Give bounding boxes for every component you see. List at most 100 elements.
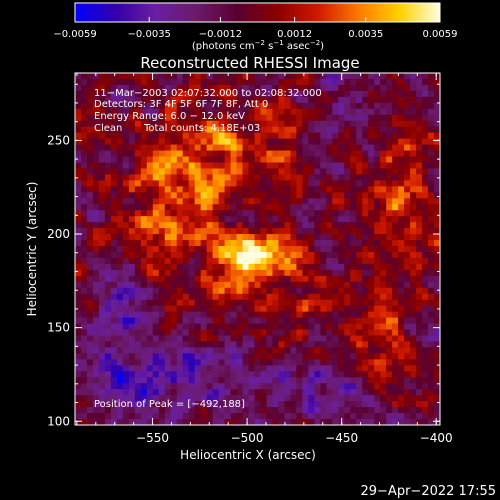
heatmap-cell bbox=[428, 341, 435, 348]
heatmap-cell bbox=[128, 335, 136, 342]
heatmap-cell bbox=[116, 138, 124, 145]
heatmap-cell bbox=[368, 73, 375, 80]
heatmap-cell bbox=[212, 263, 219, 271]
heatmap-cell bbox=[212, 329, 219, 336]
heatmap-cell bbox=[104, 263, 112, 271]
heatmap-cell bbox=[326, 228, 333, 235]
heatmap-cell bbox=[194, 317, 202, 324]
heatmap-cell bbox=[404, 198, 411, 205]
heatmap-cell bbox=[284, 311, 291, 319]
heatmap-cell bbox=[182, 323, 190, 330]
heatmap-cell bbox=[206, 293, 214, 301]
heatmap-cell bbox=[200, 216, 208, 223]
heatmap-cell bbox=[266, 90, 273, 98]
heatmap-cell bbox=[302, 383, 309, 390]
heatmap-cell bbox=[284, 90, 291, 98]
heatmap-cell bbox=[266, 162, 273, 169]
heatmap-cell bbox=[284, 317, 291, 324]
heatmap-cell bbox=[284, 96, 291, 104]
heatmap-cell bbox=[284, 120, 291, 128]
heatmap-cell bbox=[230, 156, 237, 163]
heatmap-cell bbox=[110, 389, 118, 396]
heatmap-cell bbox=[110, 186, 118, 193]
heatmap-cell bbox=[356, 383, 363, 390]
heatmap-cell bbox=[200, 353, 208, 360]
heatmap-cell bbox=[404, 419, 411, 426]
heatmap-cell bbox=[122, 305, 130, 313]
heatmap-cell bbox=[302, 204, 309, 211]
heatmap-cell bbox=[164, 228, 172, 235]
heatmap-cell bbox=[230, 335, 237, 342]
heatmap-cell bbox=[104, 114, 112, 122]
heatmap-cell bbox=[176, 114, 184, 122]
heatmap-cell bbox=[230, 216, 237, 223]
heatmap-cell bbox=[356, 96, 363, 104]
heatmap-cell bbox=[140, 192, 148, 199]
heatmap-cell bbox=[188, 240, 196, 247]
heatmap-cell bbox=[254, 150, 261, 157]
heatmap-cell bbox=[158, 204, 166, 211]
heatmap-cell bbox=[314, 305, 321, 313]
heatmap-cell bbox=[344, 222, 351, 229]
heatmap-cell bbox=[152, 180, 160, 187]
heatmap-cell bbox=[75, 78, 82, 86]
colorbar-gradient bbox=[74, 2, 441, 23]
heatmap-cell bbox=[194, 311, 202, 319]
heatmap-cell bbox=[302, 353, 309, 360]
heatmap-cell bbox=[140, 240, 148, 247]
heatmap-cell bbox=[104, 96, 112, 104]
heatmap-cell bbox=[236, 174, 243, 181]
heatmap-cell bbox=[158, 311, 166, 319]
heatmap-cell bbox=[350, 96, 357, 104]
heatmap-cell bbox=[188, 323, 196, 330]
heatmap-cell bbox=[338, 317, 345, 324]
heatmap-cell bbox=[326, 240, 333, 247]
heatmap-cell bbox=[92, 371, 100, 378]
heatmap-cell bbox=[152, 419, 160, 426]
heatmap-cell bbox=[356, 257, 363, 265]
heatmap-cell bbox=[422, 228, 429, 235]
heatmap-cell bbox=[356, 120, 363, 128]
heatmap-cell bbox=[140, 395, 148, 402]
heatmap-cell bbox=[75, 257, 82, 265]
heatmap-cell bbox=[206, 335, 214, 342]
heatmap-cell bbox=[278, 299, 285, 307]
heatmap-cell bbox=[386, 257, 393, 265]
heatmap-cell bbox=[116, 96, 124, 104]
heatmap-cell bbox=[188, 192, 196, 199]
heatmap-cell bbox=[134, 132, 142, 140]
heatmap-cell bbox=[230, 222, 237, 229]
heatmap-cell bbox=[344, 419, 351, 426]
heatmap-cell bbox=[212, 198, 219, 205]
heatmap-cell bbox=[326, 347, 333, 354]
heatmap-cell bbox=[218, 144, 225, 151]
heatmap-cell bbox=[170, 257, 178, 265]
heatmap-cell bbox=[338, 120, 345, 128]
heatmap-cell bbox=[194, 174, 202, 181]
heatmap-cell bbox=[296, 275, 303, 283]
heatmap-cell bbox=[75, 251, 82, 259]
heatmap-cell bbox=[338, 132, 345, 140]
heatmap-cell bbox=[230, 90, 237, 98]
heatmap-cell bbox=[392, 287, 399, 295]
heatmap-cell bbox=[146, 114, 154, 122]
heatmap-cell bbox=[362, 371, 369, 378]
heatmap-cell bbox=[140, 305, 148, 313]
heatmap-cell bbox=[260, 198, 267, 205]
heatmap-cell bbox=[404, 347, 411, 354]
heatmap-cell bbox=[146, 419, 154, 426]
heatmap-cell bbox=[116, 73, 124, 80]
heatmap-cell bbox=[224, 335, 231, 342]
heatmap-cell bbox=[434, 150, 441, 157]
heatmap-cell bbox=[410, 138, 417, 145]
heatmap-cell bbox=[290, 228, 297, 235]
heatmap-cell bbox=[104, 371, 112, 378]
heatmap-cell bbox=[92, 156, 100, 163]
heatmap-cell bbox=[212, 311, 219, 319]
heatmap-cell bbox=[272, 192, 279, 199]
heatmap-cell bbox=[98, 383, 106, 390]
heatmap-cell bbox=[164, 126, 172, 134]
heatmap-cell bbox=[80, 323, 88, 330]
unit-exp-1: −2 bbox=[255, 39, 265, 47]
heatmap-cell bbox=[410, 293, 417, 301]
